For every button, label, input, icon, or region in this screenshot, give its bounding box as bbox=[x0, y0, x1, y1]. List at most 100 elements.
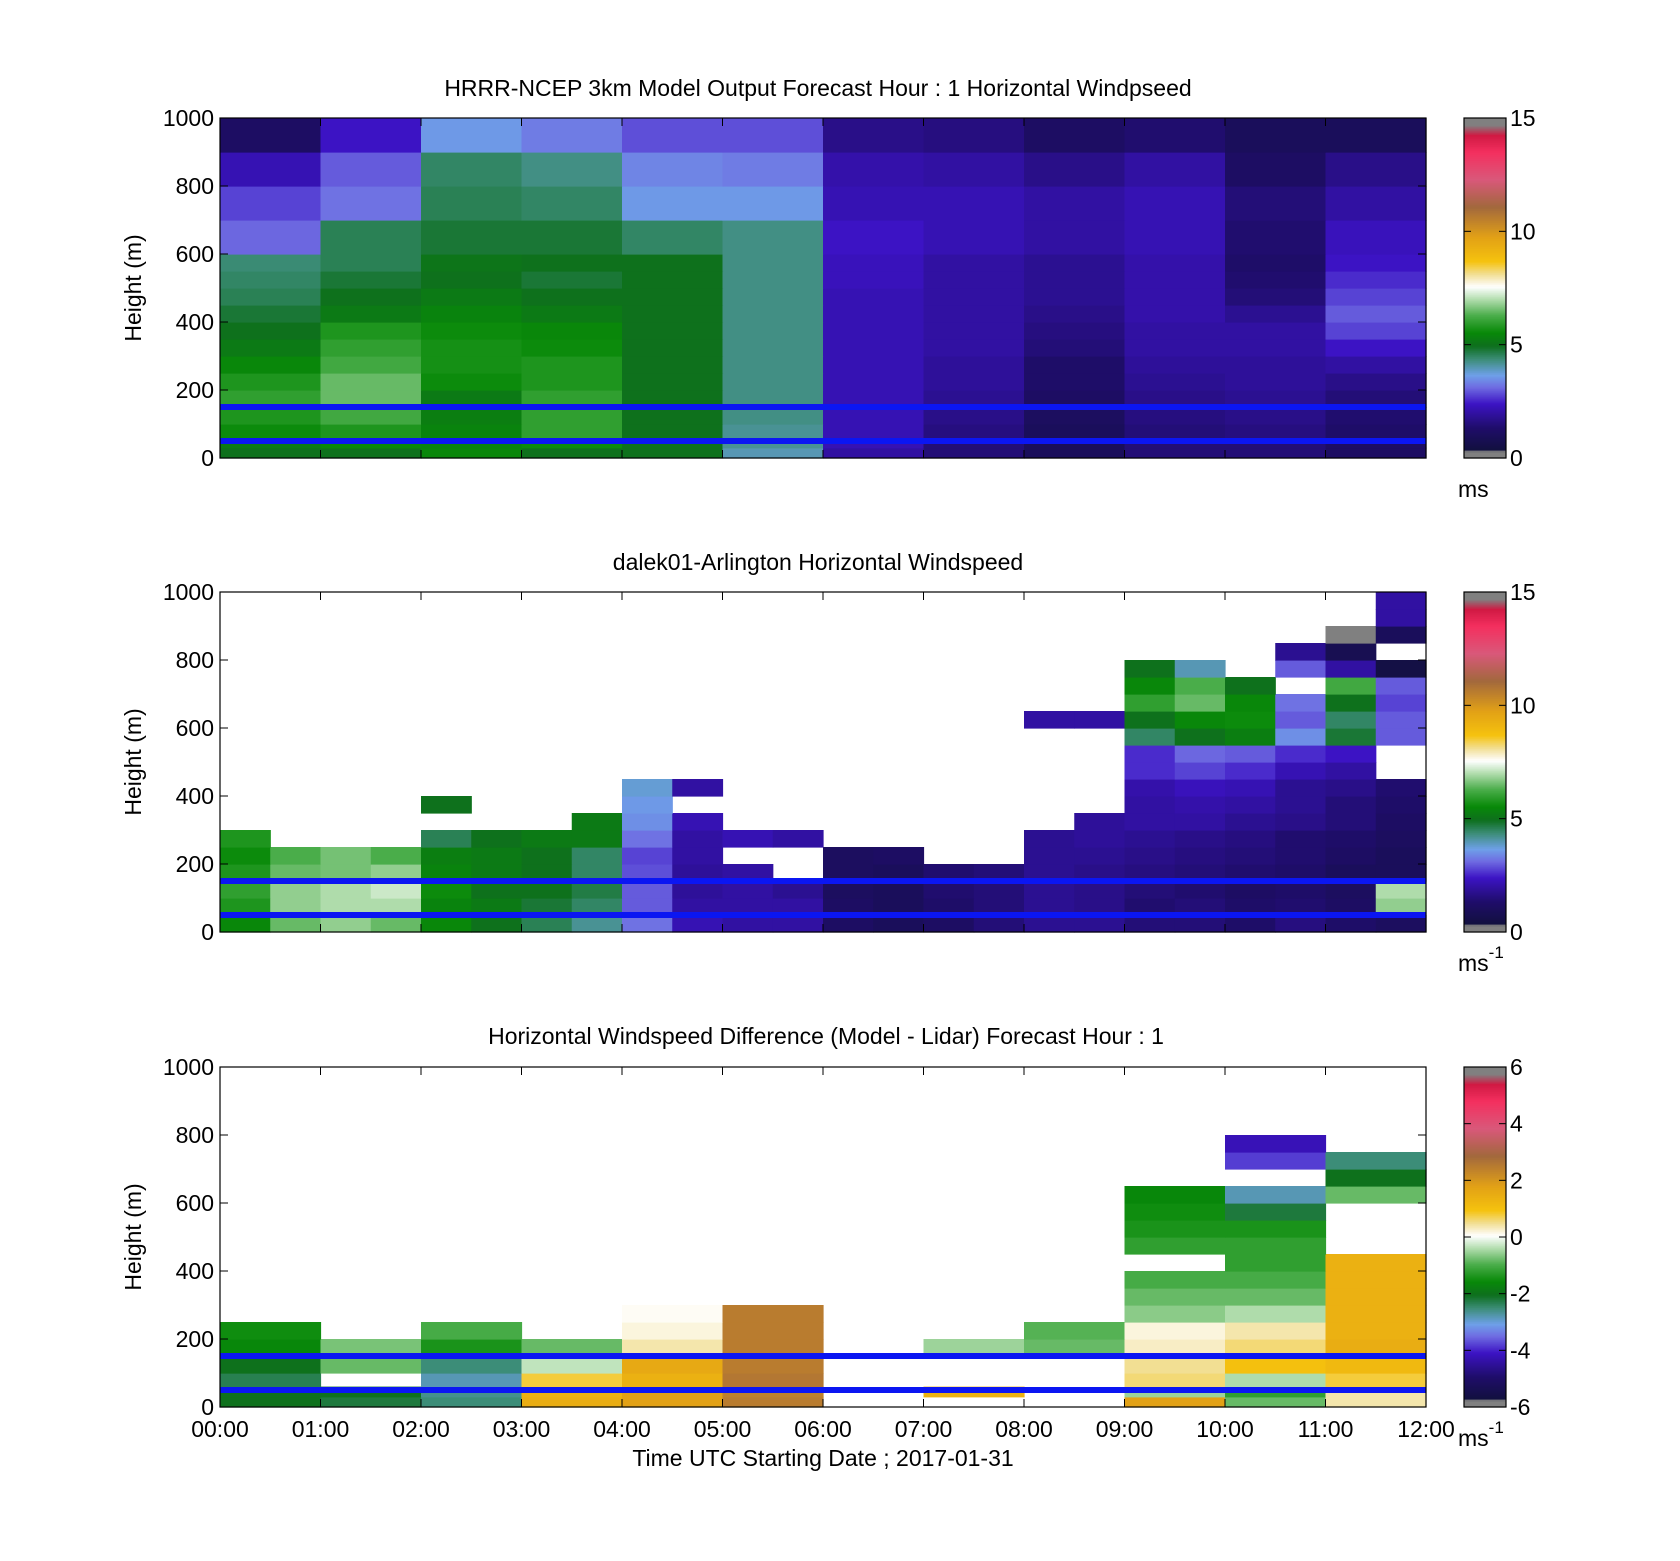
heatmap-cell bbox=[1225, 1135, 1327, 1153]
colorbar-segment bbox=[1464, 430, 1506, 433]
colorbar-segment bbox=[1464, 1255, 1506, 1258]
heatmap-cell bbox=[722, 322, 824, 340]
x-tick-label: 11:00 bbox=[1298, 1416, 1354, 1442]
heatmap-cell bbox=[220, 915, 271, 933]
colorbar-segment bbox=[1464, 298, 1506, 301]
panel-lidar-y-ticks: 0 200 400 600 800 1000 bbox=[163, 579, 1426, 945]
heatmap-cell bbox=[1325, 660, 1377, 678]
colorbar-segment bbox=[1464, 664, 1506, 667]
colorbar-segment bbox=[1464, 174, 1506, 177]
colorbar-segment bbox=[1464, 630, 1506, 633]
heatmap-cell bbox=[1225, 322, 1327, 340]
heatmap-cell bbox=[622, 339, 724, 357]
heatmap-cell bbox=[1325, 447, 1427, 459]
heatmap-cell bbox=[923, 390, 1025, 408]
colorbar-segment bbox=[1464, 1125, 1506, 1128]
heatmap-cell bbox=[1325, 677, 1377, 695]
heatmap-cell bbox=[1124, 1396, 1226, 1408]
colorbar-segment bbox=[1464, 1165, 1506, 1168]
colorbar-segment bbox=[1464, 904, 1506, 907]
heatmap-cell bbox=[1225, 881, 1276, 899]
heatmap-cell bbox=[1124, 118, 1226, 153]
colorbar-segment bbox=[1464, 374, 1506, 377]
heatmap-cell bbox=[521, 220, 623, 255]
colorbar-segment bbox=[1464, 912, 1506, 915]
heatmap-cell bbox=[1024, 390, 1126, 408]
heatmap-cell bbox=[1325, 745, 1377, 763]
heatmap-cell bbox=[1074, 881, 1126, 899]
colorbar-segment bbox=[1464, 658, 1506, 661]
colorbar-segment bbox=[1464, 310, 1506, 313]
colorbar-segment bbox=[1464, 886, 1506, 889]
heatmap-cell bbox=[873, 898, 925, 916]
colorbar-segment bbox=[1464, 1349, 1506, 1352]
heatmap-cell bbox=[421, 1322, 523, 1340]
heatmap-cell bbox=[722, 864, 774, 882]
colorbar-segment bbox=[1464, 408, 1506, 411]
colorbar-segment bbox=[1464, 1245, 1506, 1248]
colorbar-segment bbox=[1464, 362, 1506, 365]
colorbar-segment bbox=[1464, 772, 1506, 775]
heatmap-cell bbox=[1124, 779, 1176, 797]
heatmap-cell bbox=[1225, 373, 1327, 391]
heatmap-cell bbox=[1174, 711, 1226, 729]
colorbar-segment bbox=[1464, 1119, 1506, 1122]
colorbar-segment bbox=[1464, 1069, 1506, 1072]
colorbar-segment bbox=[1464, 170, 1506, 173]
heatmap-cell bbox=[1325, 339, 1427, 357]
heatmap-cell bbox=[722, 1339, 824, 1357]
colorbar-segment bbox=[1464, 166, 1506, 169]
heatmap-cell bbox=[1074, 711, 1126, 729]
colorbar-segment bbox=[1464, 1399, 1506, 1402]
heatmap-cell bbox=[1225, 1254, 1327, 1272]
colorbar-segment bbox=[1464, 768, 1506, 771]
heatmap-cell bbox=[1124, 186, 1226, 221]
heatmap-cell bbox=[823, 271, 925, 289]
heatmap-cell bbox=[521, 390, 623, 408]
heatmap-cell bbox=[772, 881, 824, 899]
heatmap-cell bbox=[1325, 407, 1427, 425]
heatmap-cell bbox=[220, 424, 322, 439]
colorbar-segment bbox=[1464, 696, 1506, 699]
heatmap-cell bbox=[622, 118, 724, 153]
heatmap-cell bbox=[1174, 779, 1226, 797]
heatmap-cell bbox=[622, 1339, 724, 1357]
colorbar-segment bbox=[1464, 406, 1506, 409]
heatmap-cell bbox=[1024, 373, 1126, 391]
colorbar-segment bbox=[1464, 372, 1506, 375]
heatmap-cell bbox=[220, 881, 271, 899]
colorbar-segment bbox=[1464, 218, 1506, 221]
y-tick-label: 800 bbox=[176, 647, 214, 673]
colorbar-segment bbox=[1464, 888, 1506, 891]
colorbar-segment bbox=[1464, 752, 1506, 755]
colorbar-segment bbox=[1464, 240, 1506, 243]
heatmap-cell bbox=[1375, 677, 1427, 695]
colorbar-segment bbox=[1464, 1197, 1506, 1200]
colorbar-segment bbox=[1464, 364, 1506, 367]
colorbar-segment bbox=[1464, 818, 1506, 821]
heatmap-cell bbox=[1275, 847, 1327, 865]
colorbar-segment bbox=[1464, 1271, 1506, 1274]
heatmap-cell bbox=[571, 881, 623, 899]
colorbar-segment bbox=[1464, 892, 1506, 895]
heatmap-cell bbox=[370, 847, 422, 865]
colorbar-segment bbox=[1464, 452, 1506, 455]
colorbar-segment bbox=[1464, 642, 1506, 645]
heatmap-cell bbox=[1024, 447, 1126, 459]
colorbar-segment bbox=[1464, 152, 1506, 155]
heatmap-cell bbox=[1124, 1288, 1226, 1306]
colorbar-segment bbox=[1464, 342, 1506, 345]
colorbar-tick-label: 0 bbox=[1510, 919, 1523, 945]
colorbar-segment bbox=[1464, 1341, 1506, 1344]
colorbar-segment bbox=[1464, 414, 1506, 417]
heatmap-cell bbox=[1124, 847, 1176, 865]
colorbar-segment bbox=[1464, 354, 1506, 357]
heatmap-cell bbox=[823, 407, 925, 425]
heatmap-cell bbox=[923, 881, 975, 899]
colorbar-segment bbox=[1464, 182, 1506, 185]
heatmap-cell bbox=[1024, 424, 1126, 439]
colorbar-segment bbox=[1464, 802, 1506, 805]
colorbar-segment bbox=[1464, 858, 1506, 861]
colorbar-segment bbox=[1464, 812, 1506, 815]
